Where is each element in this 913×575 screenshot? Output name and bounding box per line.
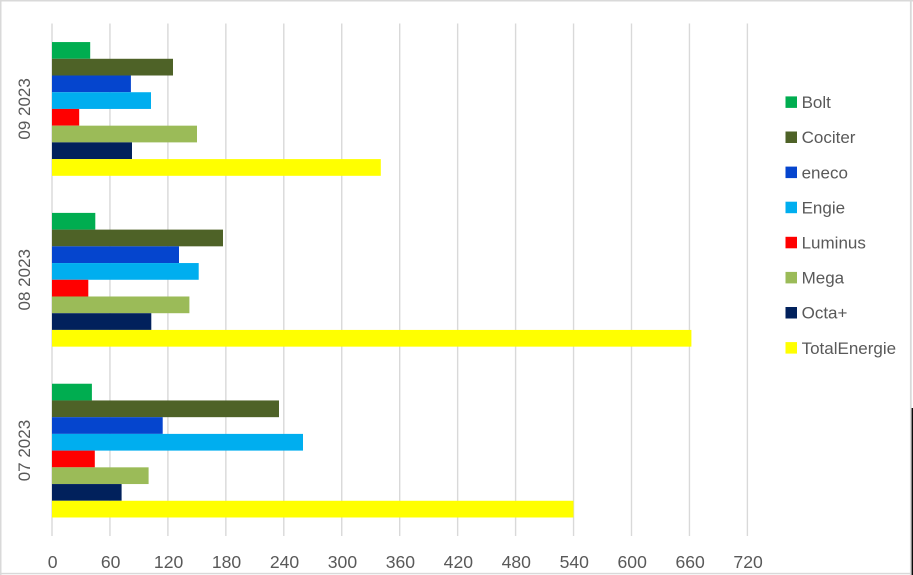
- svg-text:540: 540: [560, 552, 590, 572]
- svg-text:720: 720: [733, 552, 763, 572]
- svg-text:Mega: Mega: [802, 269, 845, 288]
- svg-text:240: 240: [270, 552, 300, 572]
- svg-text:Luminus: Luminus: [802, 234, 866, 253]
- svg-text:09 2023: 09 2023: [15, 78, 34, 139]
- svg-text:eneco: eneco: [802, 163, 848, 182]
- svg-text:420: 420: [444, 552, 474, 572]
- svg-text:Engie: Engie: [802, 198, 845, 217]
- svg-text:0: 0: [48, 552, 58, 572]
- svg-text:TotalEnergie: TotalEnergie: [802, 339, 897, 358]
- svg-text:360: 360: [386, 552, 416, 572]
- svg-text:Cociter: Cociter: [802, 128, 856, 147]
- svg-text:300: 300: [328, 552, 358, 572]
- svg-text:180: 180: [212, 552, 242, 572]
- svg-text:600: 600: [618, 552, 648, 572]
- svg-text:480: 480: [502, 552, 532, 572]
- svg-text:60: 60: [101, 552, 121, 572]
- svg-text:07 2023: 07 2023: [15, 420, 34, 481]
- svg-text:Bolt: Bolt: [802, 93, 832, 112]
- svg-text:08 2023: 08 2023: [15, 249, 34, 310]
- svg-text:Octa+: Octa+: [802, 304, 848, 323]
- svg-text:120: 120: [154, 552, 184, 572]
- svg-text:660: 660: [675, 552, 705, 572]
